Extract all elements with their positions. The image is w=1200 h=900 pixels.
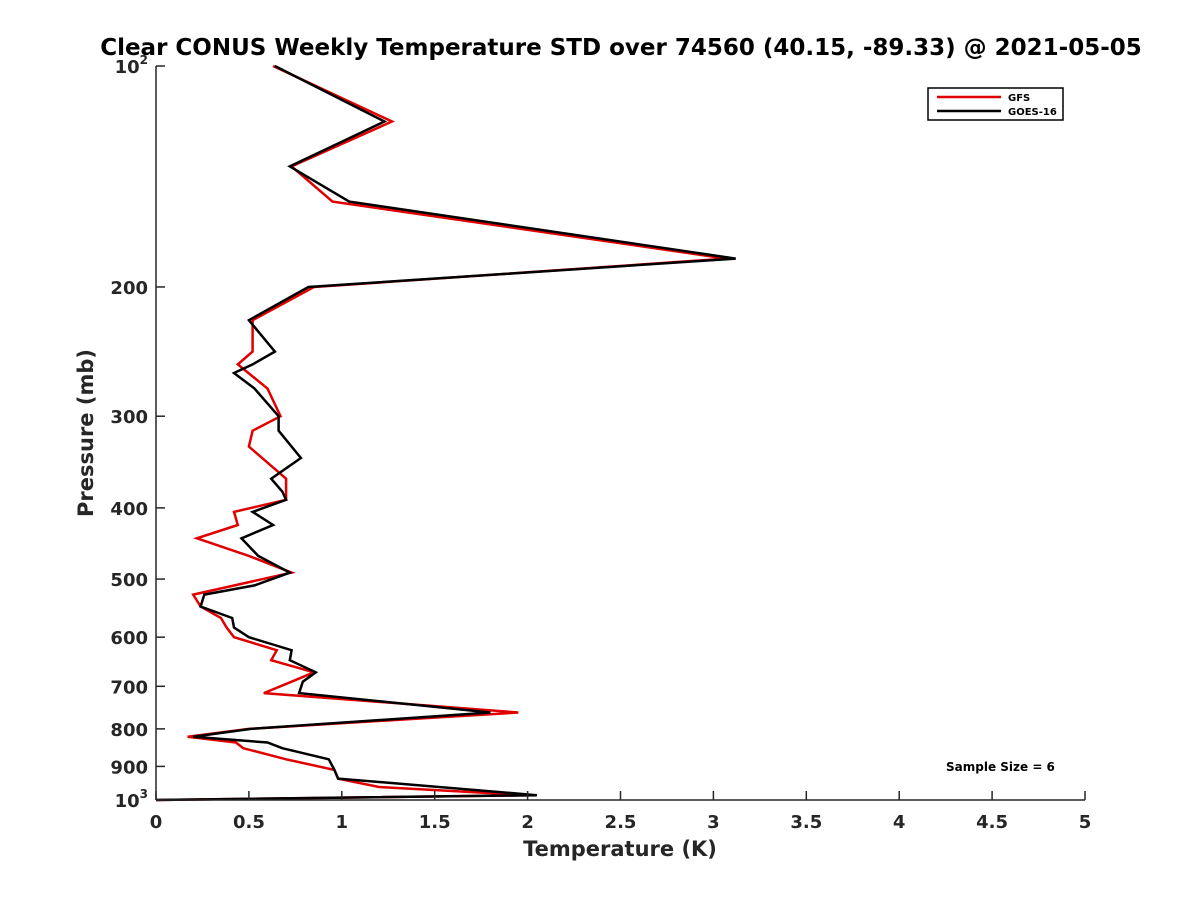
- series-layer: [155, 64, 736, 802]
- legend-label-gfs: GFS: [1008, 93, 1030, 104]
- legend-label-goes16: GOES-16: [1008, 107, 1057, 118]
- y-tick-label: 600: [110, 628, 148, 649]
- y-ticks: 102 200 300 400 500 600 700 800 900 103: [110, 53, 165, 812]
- x-tick-label: 3: [707, 812, 720, 833]
- x-axis-label: Temperature (K): [523, 837, 717, 861]
- x-tick-label: 0.5: [233, 812, 265, 833]
- x-tick-label: 5: [1079, 812, 1092, 833]
- y-tick-label: 700: [110, 677, 148, 698]
- y-tick-label: 103: [115, 787, 148, 812]
- x-tick-label: 1: [336, 812, 349, 833]
- x-tick-label: 4.5: [976, 812, 1008, 833]
- y-tick-label: 102: [115, 53, 148, 78]
- x-tick-label: 0: [150, 812, 163, 833]
- y-tick-label: 300: [110, 407, 148, 428]
- series-line-gfs: [155, 64, 727, 802]
- x-ticks: 0 0.5 1 1.5 2 2.5 3 3.5 4 4.5 5: [150, 791, 1092, 833]
- sample-size-annotation: Sample Size = 6: [946, 760, 1055, 774]
- x-tick-label: 1.5: [419, 812, 451, 833]
- legend-box: [927, 87, 1064, 121]
- x-tick-label: 2.5: [605, 812, 637, 833]
- y-tick-label: 400: [110, 499, 148, 520]
- legend: GFS GOES-16: [927, 87, 1064, 121]
- x-tick-label: 2: [521, 812, 534, 833]
- y-tick-label: 500: [110, 570, 148, 591]
- y-axis-label: Pressure (mb): [74, 349, 98, 517]
- x-tick-label: 4: [893, 812, 906, 833]
- x-tick-label: 3.5: [790, 812, 822, 833]
- y-tick-label: 900: [110, 757, 148, 778]
- chart-title: Clear CONUS Weekly Temperature STD over …: [100, 35, 1142, 61]
- y-tick-label: 200: [110, 278, 148, 299]
- series-line-goes16: [155, 64, 736, 802]
- y-tick-label: 800: [110, 720, 148, 741]
